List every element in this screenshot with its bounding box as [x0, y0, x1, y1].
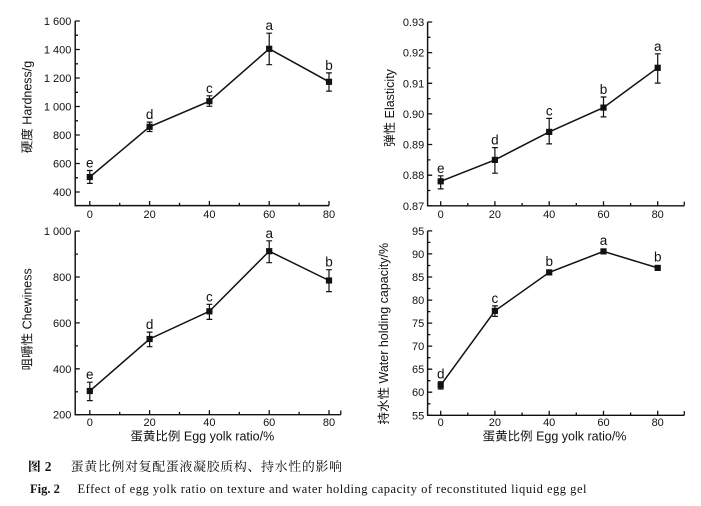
svg-text:c: c [206, 289, 213, 304]
svg-text:0: 0 [87, 417, 93, 429]
svg-text:65: 65 [412, 364, 424, 376]
svg-text:20: 20 [489, 209, 501, 221]
svg-text:60: 60 [597, 417, 609, 429]
svg-text:b: b [325, 255, 333, 270]
svg-text:0.92: 0.92 [403, 48, 424, 60]
svg-text:0.93: 0.93 [403, 17, 424, 29]
svg-text:1 000: 1 000 [44, 102, 72, 114]
svg-text:40: 40 [203, 417, 215, 429]
svg-text:Fig. 2: Fig. 2 [30, 482, 60, 496]
svg-text:0.88: 0.88 [403, 170, 424, 182]
svg-text:e: e [86, 156, 94, 171]
svg-text:e: e [86, 367, 94, 382]
svg-text:0.90: 0.90 [403, 109, 424, 121]
svg-text:70: 70 [412, 341, 424, 353]
svg-text:b: b [325, 58, 333, 73]
svg-text:60: 60 [597, 209, 609, 221]
svg-text:a: a [265, 226, 273, 241]
svg-text:600: 600 [53, 318, 71, 330]
svg-text:200: 200 [53, 410, 71, 422]
svg-text:40: 40 [543, 209, 555, 221]
svg-text:b: b [654, 250, 662, 265]
svg-text:1 200: 1 200 [44, 73, 72, 85]
svg-text:1 600: 1 600 [44, 16, 72, 28]
svg-text:Egg yolk ratio/%: Egg yolk ratio/% [536, 430, 626, 444]
svg-text:400: 400 [53, 187, 71, 199]
svg-text:c: c [546, 103, 553, 118]
svg-text:d: d [437, 367, 445, 382]
svg-text:600: 600 [53, 159, 71, 171]
svg-text:20: 20 [143, 209, 155, 221]
svg-text:c: c [206, 81, 213, 96]
svg-text:Elasticity: Elasticity [383, 68, 397, 118]
svg-text:80: 80 [652, 417, 664, 429]
svg-text:800: 800 [53, 130, 71, 142]
svg-text:e: e [437, 161, 445, 176]
svg-text:60: 60 [412, 387, 424, 399]
svg-text:Water holding capacity/%: Water holding capacity/% [377, 243, 391, 384]
svg-text:Chewiness: Chewiness [21, 268, 35, 329]
svg-text:80: 80 [323, 417, 335, 429]
svg-text:a: a [600, 233, 608, 248]
svg-text:b: b [545, 254, 553, 269]
svg-text:c: c [492, 291, 499, 306]
svg-text:95: 95 [412, 226, 424, 238]
svg-text:1 400: 1 400 [44, 45, 72, 57]
svg-text:d: d [491, 133, 499, 148]
svg-text:Effect of egg yolk ratio on te: Effect of egg yolk ratio on texture and … [78, 482, 588, 496]
svg-text:75: 75 [412, 318, 424, 330]
svg-text:800: 800 [53, 272, 71, 284]
svg-text:0: 0 [438, 209, 444, 221]
svg-text:80: 80 [652, 209, 664, 221]
svg-text:0: 0 [438, 417, 444, 429]
svg-text:80: 80 [323, 209, 335, 221]
svg-text:0.87: 0.87 [403, 201, 424, 213]
svg-text:b: b [600, 82, 608, 97]
svg-text:0: 0 [87, 209, 93, 221]
svg-text:d: d [146, 107, 154, 122]
svg-text:40: 40 [203, 209, 215, 221]
svg-text:0.89: 0.89 [403, 140, 424, 152]
svg-text:60: 60 [263, 417, 275, 429]
svg-text:20: 20 [489, 417, 501, 429]
svg-text:20: 20 [143, 417, 155, 429]
svg-text:400: 400 [53, 364, 71, 376]
svg-text:90: 90 [412, 249, 424, 261]
svg-text:2: 2 [45, 459, 52, 474]
svg-text:80: 80 [412, 295, 424, 307]
svg-text:d: d [146, 317, 154, 332]
svg-text:60: 60 [263, 209, 275, 221]
svg-text:1 000: 1 000 [44, 226, 72, 238]
svg-text:40: 40 [543, 417, 555, 429]
svg-text:55: 55 [412, 410, 424, 422]
svg-text:0.91: 0.91 [403, 78, 424, 90]
svg-text:Egg yolk ratio/%: Egg yolk ratio/% [184, 430, 274, 444]
svg-text:Hardness/g: Hardness/g [21, 61, 35, 125]
svg-text:85: 85 [412, 272, 424, 284]
svg-text:a: a [265, 18, 273, 33]
svg-text:a: a [654, 39, 662, 54]
